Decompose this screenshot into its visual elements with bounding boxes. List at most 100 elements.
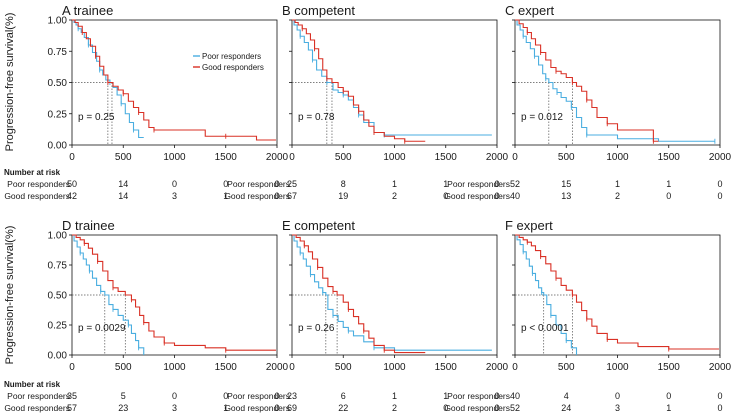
risk-count-good: 40	[510, 191, 520, 201]
risk-count-poor: 6	[341, 391, 346, 401]
x-tick-label: 500	[115, 362, 132, 373]
risk-count-poor: 0	[717, 179, 722, 189]
x-tick-label: 500	[558, 362, 575, 373]
p-value-label: p = 0.26	[298, 323, 335, 334]
risk-count-poor: 0	[274, 391, 279, 401]
risk-count-poor: 0	[666, 391, 671, 401]
risk-row-label-poor: Poor responders	[7, 391, 70, 401]
risk-count-good: 24	[561, 403, 571, 413]
risk-row-label-good: Good responders	[4, 403, 70, 413]
risk-count-good: 3	[172, 403, 177, 413]
risk-count-poor: 1	[392, 179, 397, 189]
x-tick-label: 0	[69, 362, 75, 373]
risk-count-poor: 0	[494, 391, 499, 401]
risk-count-good: 13	[561, 191, 571, 201]
risk-count-good: 19	[338, 191, 348, 201]
x-tick-label: 1000	[383, 362, 406, 373]
risk-count-poor: 1	[443, 179, 448, 189]
x-tick-label: 1000	[383, 152, 406, 163]
y-tick-label: 0.00	[48, 351, 68, 362]
risk-count-poor: 4	[564, 391, 569, 401]
y-tick-label: 0.50	[48, 291, 68, 302]
risk-count-poor: 1	[666, 179, 671, 189]
y-tick-label: 0.25	[48, 321, 68, 332]
risk-row-label-poor: Poor responders	[447, 391, 510, 401]
risk-count-good: 42	[67, 191, 77, 201]
x-tick-label: 1000	[606, 362, 629, 373]
x-tick-label: 1000	[163, 362, 186, 373]
x-tick-label: 0	[289, 152, 295, 163]
risk-row-label-good: Good responders	[444, 403, 510, 413]
y-tick-label: 0.75	[48, 261, 68, 272]
risk-count-good: 52	[510, 403, 520, 413]
x-tick-label: 500	[115, 152, 132, 163]
risk-count-poor: 1	[392, 391, 397, 401]
x-tick-label: 2000	[486, 362, 509, 373]
x-tick-label: 500	[335, 152, 352, 163]
risk-count-poor: 0	[615, 391, 620, 401]
x-tick-label: 500	[335, 362, 352, 373]
risk-count-good: 69	[287, 403, 297, 413]
risk-count-good: 3	[615, 403, 620, 413]
risk-count-good: 0	[666, 191, 671, 201]
risk-count-good: 2	[392, 403, 397, 413]
risk-count-good: 0	[717, 191, 722, 201]
risk-row-label-good: Good responders	[224, 403, 290, 413]
poor-responders-curve	[515, 19, 715, 142]
y-tick-label: 0.75	[48, 47, 68, 58]
good-responders-curve	[292, 234, 426, 354]
poor-responders-curve	[292, 234, 492, 351]
risk-header-bottom: Number at risk	[4, 380, 61, 389]
p-value-label: p = 0.012	[521, 112, 563, 123]
panel-title: D trainee	[62, 218, 115, 233]
risk-row-label-poor: Poor responders	[447, 179, 510, 189]
risk-count-good: 1	[223, 403, 228, 413]
x-tick-label: 2000	[266, 152, 289, 163]
risk-count-poor: 1	[443, 391, 448, 401]
risk-row-label-poor: Poor responders	[227, 179, 290, 189]
risk-header-top: Number at risk	[4, 168, 61, 177]
risk-count-good: 0	[494, 191, 499, 201]
x-tick-label: 0	[512, 362, 518, 373]
risk-count-good: 0	[443, 403, 448, 413]
p-value-label: p = 0.0029	[78, 323, 126, 334]
risk-count-good: 1	[223, 191, 228, 201]
y-tick-label: 0.25	[48, 109, 68, 120]
risk-row-label-good: Good responders	[4, 191, 70, 201]
panel-title: A trainee	[62, 3, 113, 18]
risk-count-good: 23	[118, 403, 128, 413]
x-tick-label: 0	[512, 152, 518, 163]
x-tick-label: 1500	[658, 362, 681, 373]
legend: Poor responders Good responders	[193, 52, 264, 72]
p-value-label: p = 0.25	[78, 112, 115, 123]
risk-count-poor: 0	[717, 391, 722, 401]
risk-count-poor: 0	[223, 179, 228, 189]
risk-count-good: 0	[494, 403, 499, 413]
p-value-label: p < 0.0001	[521, 323, 569, 334]
poor-responders-curve	[72, 234, 145, 355]
risk-count-poor: 15	[561, 179, 571, 189]
x-tick-label: 2000	[709, 152, 732, 163]
risk-count-good: 2	[615, 191, 620, 201]
y-tick-label: 0.00	[48, 141, 68, 152]
risk-count-poor: 0	[223, 391, 228, 401]
risk-count-poor: 1	[615, 179, 620, 189]
risk-count-poor: 5	[121, 391, 126, 401]
x-tick-label: 1500	[658, 152, 681, 163]
panel-title: C expert	[505, 3, 555, 18]
y-tick-label: 1.00	[48, 231, 68, 242]
risk-row-label-poor: Poor responders	[227, 391, 290, 401]
risk-count-poor: 23	[287, 391, 297, 401]
risk-count-poor: 0	[172, 391, 177, 401]
x-tick-label: 2000	[709, 362, 732, 373]
risk-count-poor: 52	[510, 179, 520, 189]
good-responders-curve	[292, 19, 426, 142]
poor-responders-curve	[72, 19, 144, 139]
x-tick-label: 1500	[215, 362, 238, 373]
good-responders-curve	[515, 19, 659, 142]
risk-count-good: 0	[274, 191, 279, 201]
